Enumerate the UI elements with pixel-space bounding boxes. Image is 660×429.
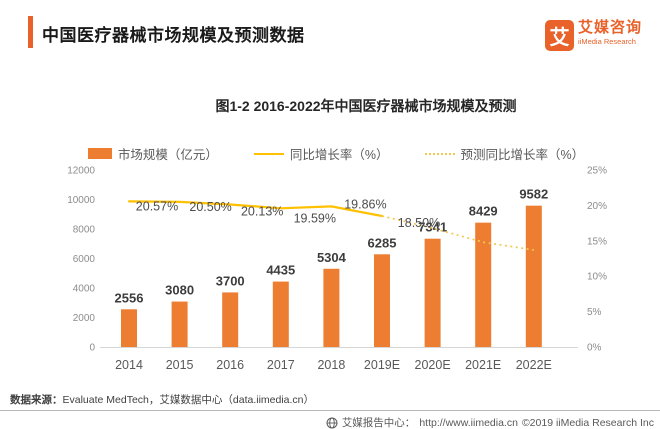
growth-rate-label: 20.57%	[136, 199, 178, 213]
header-accent-bar	[28, 16, 33, 48]
x-tick-label: 2018	[317, 358, 345, 372]
y-left-tick-label: 12000	[67, 166, 95, 177]
legend-bar-label: 市场规模（亿元）	[117, 148, 218, 162]
globe-icon	[326, 417, 338, 428]
bar-value-label: 6285	[368, 235, 397, 250]
x-tick-label: 2015	[166, 358, 194, 372]
bar-value-label: 2556	[115, 290, 144, 305]
bar-2015	[171, 301, 188, 347]
footer-divider	[0, 410, 660, 411]
bar-value-label: 3700	[216, 273, 245, 288]
y-right-tick-label: 25%	[587, 166, 607, 177]
x-tick-label: 2020E	[415, 358, 451, 372]
y-left-tick-label: 6000	[73, 254, 96, 265]
bar-2018	[323, 268, 340, 347]
bar-2014	[121, 309, 137, 347]
footer-credit: 艾媒报告中心： http://www.iimedia.cn ©2019 iiMed…	[326, 415, 654, 429]
x-tick-label: 2016	[216, 358, 244, 372]
legend-dotted-swatch-icon	[424, 152, 455, 155]
data-source-text: Evaluate MedTech，艾媒数据中心（data.iimedia.cn）	[62, 394, 315, 406]
data-source-note: 数据来源：Evaluate MedTech，艾媒数据中心（data.iimedi…	[10, 392, 314, 407]
legend-item-growth-rate: 同比增长率（%）	[253, 144, 389, 163]
bar-2019E	[374, 254, 390, 347]
bar-value-label: 9582	[519, 187, 548, 202]
x-tick-label: 2017	[267, 358, 295, 372]
legend-bar-swatch-icon	[87, 148, 112, 159]
chart-legend: 市场规模（亿元） 同比增长率（%） 预测同比增长率（%）	[0, 144, 660, 163]
y-right-tick-label: 0%	[587, 343, 602, 354]
legend-item-forecast-growth-rate: 预测同比增长率（%）	[424, 144, 585, 163]
bar-value-label: 8429	[469, 204, 498, 219]
growth-rate-label: 20.13%	[241, 204, 283, 218]
y-right-tick-label: 15%	[587, 236, 607, 247]
bar-value-label: 7341	[418, 220, 447, 235]
x-tick-label: 2019E	[364, 358, 400, 372]
growth-rate-label: 18.50%	[398, 216, 440, 230]
y-left-tick-label: 0	[89, 343, 95, 354]
growth-rate-label: 19.59%	[294, 211, 336, 225]
bar-2016	[222, 292, 239, 347]
legend-line-swatch-icon	[253, 152, 284, 155]
forecast-growth-rate-line	[381, 215, 534, 251]
x-tick-label: 2021E	[465, 358, 501, 372]
y-right-tick-label: 10%	[587, 272, 607, 283]
legend-dotted-label: 预测同比增长率（%）	[460, 148, 585, 162]
bar-2022E	[525, 205, 542, 347]
growth-rate-label: 20.50%	[189, 200, 231, 214]
bar-value-label: 3080	[165, 283, 194, 298]
y-right-tick-label: 20%	[587, 201, 607, 212]
bar-value-label: 4435	[266, 263, 295, 278]
y-left-tick-label: 8000	[73, 225, 96, 236]
logo-mark-icon: 艾	[545, 20, 574, 51]
footer-center-label: 艾媒报告中心：	[341, 417, 416, 429]
bar-2021E	[475, 222, 492, 347]
chart-title: 图1-2 2016-2022年中国医疗器械市场规模及预测	[215, 98, 517, 114]
y-left-tick-label: 10000	[67, 195, 95, 206]
logo-name-cn: 艾媒咨询	[578, 19, 643, 36]
footer-copyright: ©2019 iiMedia Research Inc	[521, 416, 654, 429]
legend-item-market-size: 市场规模（亿元）	[87, 144, 218, 163]
growth-rate-line	[127, 200, 384, 218]
bar-2017	[272, 281, 289, 347]
page-title: 中国医疗器械市场规模及预测数据	[42, 26, 305, 45]
footer-url: http://www.iimedia.cn	[419, 416, 518, 429]
bar-value-label: 5304	[317, 250, 347, 265]
y-right-tick-label: 5%	[587, 307, 602, 318]
x-tick-label: 2014	[115, 358, 143, 372]
data-source-label: 数据来源：	[10, 394, 63, 406]
logo-name-en: iiMedia Research	[578, 37, 636, 46]
legend-line-label: 同比增长率（%）	[289, 148, 389, 162]
growth-rate-label: 19.86%	[344, 197, 386, 211]
x-tick-label: 2022E	[516, 358, 552, 372]
y-left-tick-label: 4000	[73, 284, 96, 295]
bar-2020E	[424, 238, 441, 347]
iimedia-logo: 艾 艾媒咨询 iiMedia Research	[545, 20, 642, 51]
y-left-tick-label: 2000	[73, 313, 96, 324]
